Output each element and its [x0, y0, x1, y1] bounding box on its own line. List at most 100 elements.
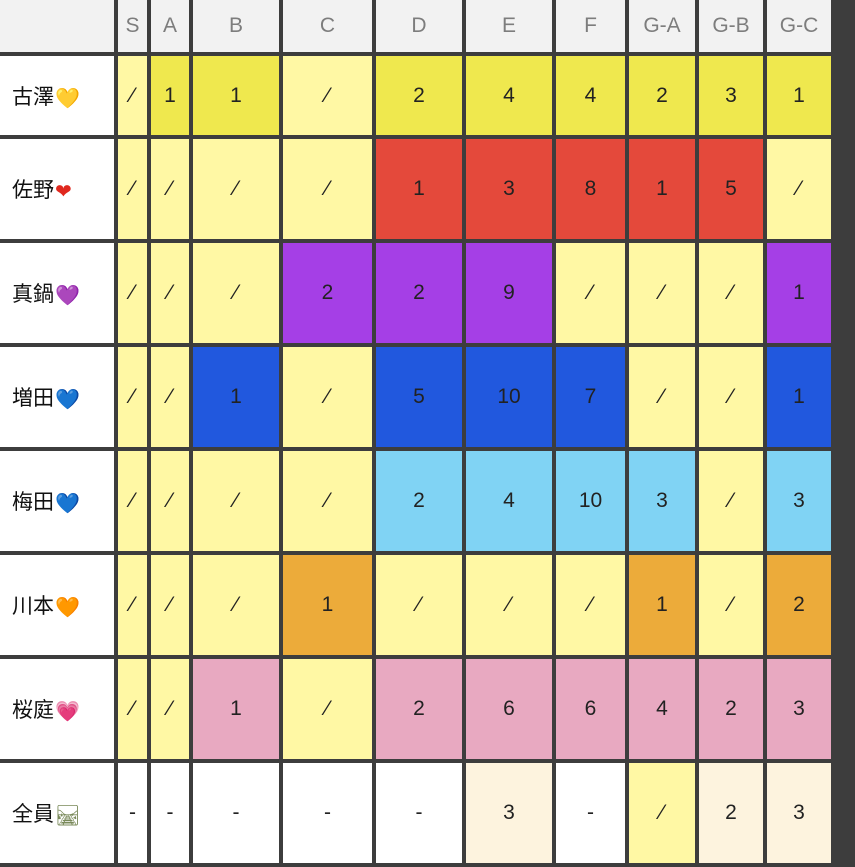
count-cell: 1	[767, 56, 831, 135]
count-cell: 4	[556, 56, 625, 135]
count-cell: ⁄	[283, 347, 372, 447]
count-cell: ⁄	[151, 243, 189, 343]
count-cell: 4	[466, 451, 552, 551]
count-cell: 1	[151, 56, 189, 135]
yellow-heart-icon: 💛	[55, 87, 80, 110]
count-cell: ⁄	[151, 659, 189, 759]
count-cell: ⁄	[629, 347, 695, 447]
count-cell: ⁄	[283, 659, 372, 759]
count-cell: ⁄	[118, 139, 147, 239]
count-cell: ⁄	[767, 139, 831, 239]
count-cell: ⁄	[699, 347, 763, 447]
count-cell: -	[118, 763, 147, 863]
count-cell: ⁄	[193, 139, 279, 239]
count-cell: 1	[376, 139, 462, 239]
count-cell: 1	[629, 555, 695, 655]
count-cell: 2	[376, 243, 462, 343]
count-cell: 2	[767, 555, 831, 655]
count-cell: 1	[193, 347, 279, 447]
count-cell: ⁄	[376, 555, 462, 655]
count-cell: ⁄	[151, 451, 189, 551]
table-row: 古澤💛 ⁄ 1 1 ⁄ 2 4 4 2 3 1	[0, 56, 831, 135]
count-cell: 2	[629, 56, 695, 135]
pink-heart-icon: 💗	[55, 701, 80, 723]
table-row: 全員🛤 - - - - -3- ⁄ 2 3	[0, 763, 831, 863]
count-cell: -	[193, 763, 279, 863]
column-header-b: B	[193, 0, 279, 52]
count-cell: 10	[556, 451, 625, 551]
count-cell: ⁄	[118, 243, 147, 343]
count-cell: 4	[629, 659, 695, 759]
column-header-c: C	[283, 0, 372, 52]
row-name-cell: 佐野❤	[0, 139, 114, 239]
count-cell: 10	[466, 347, 552, 447]
column-header-d: D	[376, 0, 462, 52]
blue-heart-icon: 💙	[55, 389, 80, 411]
count-cell: 4	[466, 56, 552, 135]
member-name: 増田	[12, 387, 54, 410]
count-cell: 3	[699, 56, 763, 135]
header-row: S A B C D E F G-A G-B G-C	[0, 0, 831, 52]
row-name-cell: 桜庭💗	[0, 659, 114, 759]
count-cell: ⁄	[151, 555, 189, 655]
row-name-cell: 川本🧡	[0, 555, 114, 655]
count-cell: ⁄	[699, 555, 763, 655]
count-cell: 6	[556, 659, 625, 759]
table-row: 梅田💙 ⁄ ⁄ ⁄ ⁄ 2 4 10 3 ⁄ 3	[0, 451, 831, 551]
row-name-cell: 増田💙	[0, 347, 114, 447]
railway-track-icon: 🛤	[55, 805, 81, 827]
column-header-s: S	[118, 0, 147, 52]
column-header-f: F	[556, 0, 625, 52]
member-name: 古澤	[12, 85, 54, 109]
count-cell: ⁄	[283, 56, 372, 135]
member-name: 川本	[12, 595, 54, 618]
count-cell: 2	[699, 763, 763, 863]
row-name-cell: 真鍋💜	[0, 243, 114, 343]
count-cell: 1	[283, 555, 372, 655]
count-cell: ⁄	[118, 659, 147, 759]
count-cell: ⁄	[699, 451, 763, 551]
count-cell: ⁄	[118, 451, 147, 551]
light-blue-heart-icon: 💙	[55, 493, 80, 515]
count-cell: 2	[376, 659, 462, 759]
count-cell: 3	[629, 451, 695, 551]
count-cell: 3	[466, 763, 552, 863]
count-cell: -	[151, 763, 189, 863]
count-cell: -	[283, 763, 372, 863]
count-cell: 3	[767, 659, 831, 759]
table-row: 増田💙 ⁄ ⁄ 1 ⁄ 5 10 7 ⁄ ⁄ 1	[0, 347, 831, 447]
member-name: 全員	[12, 803, 54, 826]
count-cell: 1	[193, 56, 279, 135]
column-header-g-c: G-C	[767, 0, 831, 52]
count-cell: 3	[767, 451, 831, 551]
count-cell: ⁄	[629, 243, 695, 343]
member-name: 佐野	[12, 179, 54, 202]
count-cell: 7	[556, 347, 625, 447]
count-cell: -	[376, 763, 462, 863]
count-cell: 5	[376, 347, 462, 447]
count-cell: 1	[767, 347, 831, 447]
count-cell: 2	[376, 56, 462, 135]
member-name: 梅田	[12, 491, 54, 514]
count-cell: 5	[699, 139, 763, 239]
count-cell: ⁄	[283, 139, 372, 239]
count-cell: 6	[466, 659, 552, 759]
count-cell: 1	[193, 659, 279, 759]
count-cell: ⁄	[699, 243, 763, 343]
count-cell: ⁄	[151, 347, 189, 447]
column-header-a: A	[151, 0, 189, 52]
member-name: 桜庭	[12, 699, 54, 722]
count-cell: 3	[767, 763, 831, 863]
corner-cell	[0, 0, 114, 52]
table-row: 川本🧡 ⁄ ⁄ ⁄ 1 ⁄ ⁄ ⁄ 1 ⁄ 2	[0, 555, 831, 655]
row-name-cell: 全員🛤	[0, 763, 114, 863]
column-header-g-a: G-A	[629, 0, 695, 52]
table-body: 古澤💛 ⁄ 1 1 ⁄ 2 4 4 2 3 1 佐野❤ ⁄ ⁄ ⁄ ⁄ 1 3 8 1 5 ⁄ 真鍋💜 ⁄ ⁄ ⁄ 2 2 9 ⁄ ⁄ ⁄ 1 増…	[0, 56, 831, 863]
count-cell: ⁄	[283, 451, 372, 551]
column-header-e: E	[466, 0, 552, 52]
orange-heart-icon: 🧡	[55, 597, 80, 619]
count-cell: -	[556, 763, 625, 863]
table-row: 桜庭💗 ⁄ ⁄ 1 ⁄ 2 6 6 4 2 3	[0, 659, 831, 759]
count-cell: ⁄	[151, 139, 189, 239]
column-header-g-b: G-B	[699, 0, 763, 52]
